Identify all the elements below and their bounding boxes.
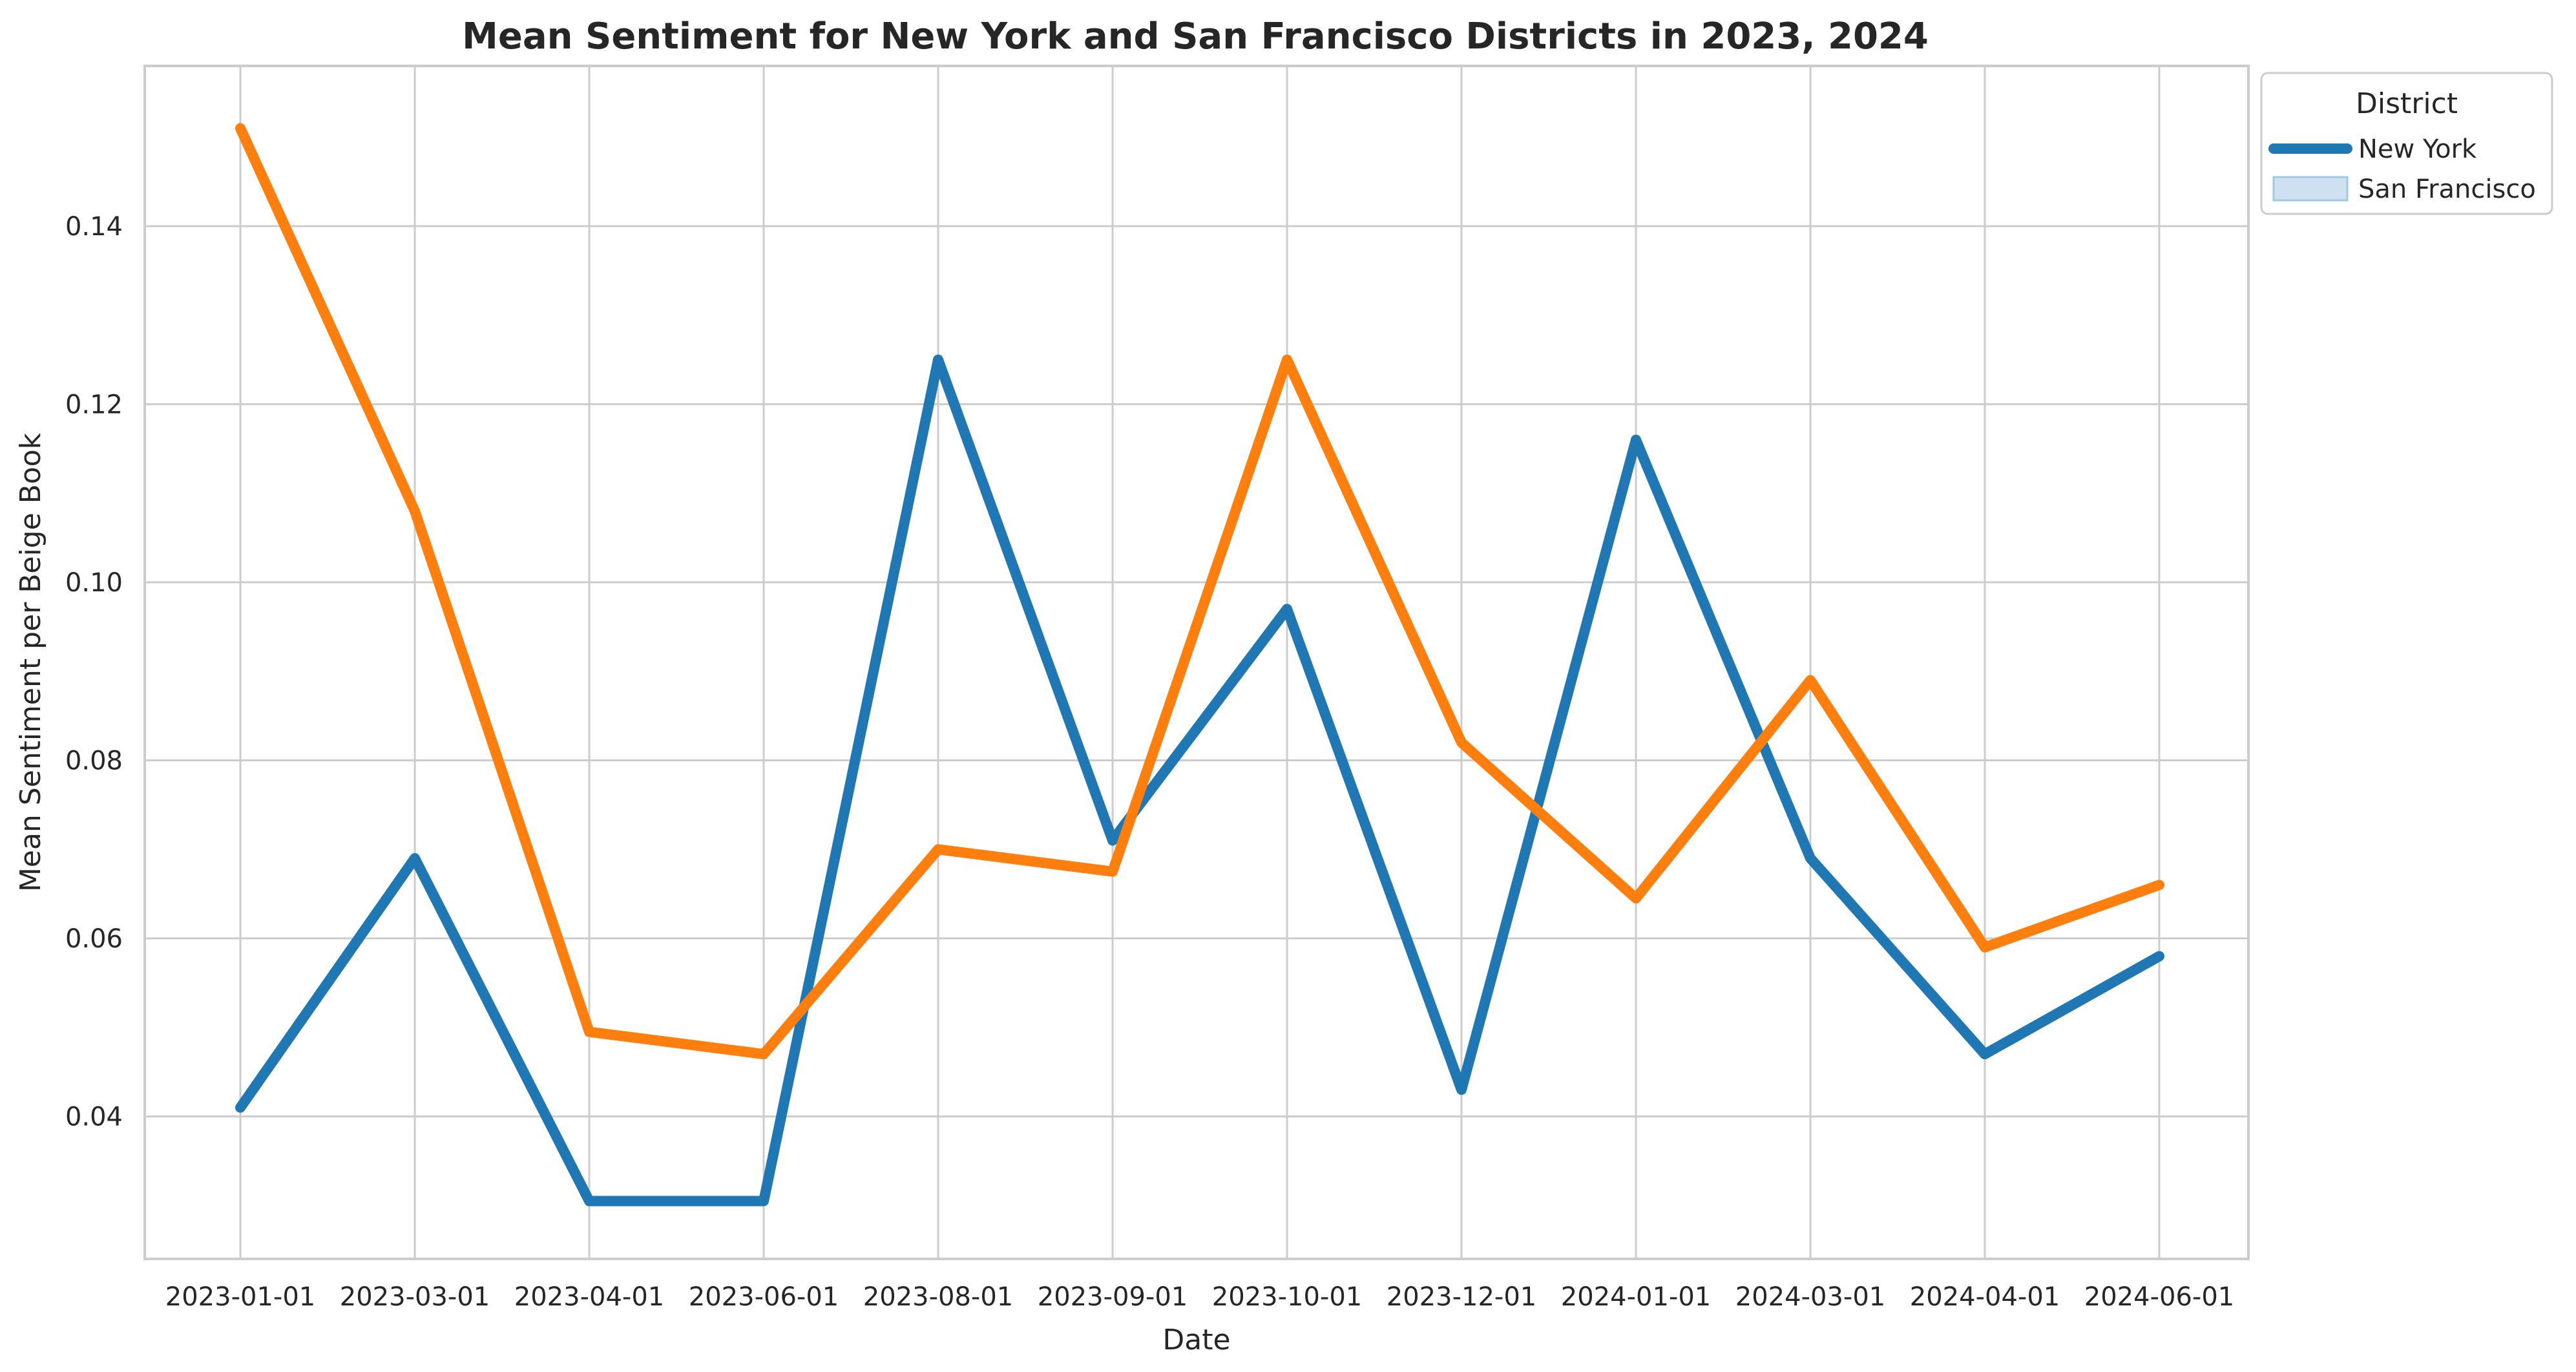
series-line	[235, 354, 2164, 1207]
x-tick-label: 2024-04-01	[1910, 1282, 2060, 1312]
x-tick-labels: 2023-01-01 2023-03-01 2023-04-01 2023-06-01…	[165, 1282, 2234, 1312]
y-tick-labels: 0.04 0.06 0.08 0.10 0.12 0.14	[65, 212, 123, 1132]
x-tick-label: 2023-09-01	[1038, 1282, 1188, 1312]
chart-title: Mean Sentiment for New York and San Fran…	[462, 16, 1929, 58]
legend: District New York San Francisco	[2260, 72, 2553, 215]
x-tick-label: 2024-03-01	[1735, 1282, 1885, 1312]
plot-frame	[143, 65, 2250, 1260]
y-axis-label: Mean Sentiment per Beige Book	[14, 432, 47, 892]
legend-san-francisco-label: San Francisco	[2358, 174, 2536, 204]
y-gridlines	[145, 225, 2248, 1118]
x-tick-label: 2023-06-01	[689, 1282, 839, 1312]
x-axis-label: Date	[1162, 1324, 1230, 1356]
y-tick-label: 0.04	[65, 1103, 123, 1132]
x-gridlines	[239, 66, 2161, 1259]
x-tick-label: 2024-06-01	[2084, 1282, 2234, 1312]
legend-san-francisco-swatch	[2272, 176, 2349, 202]
series-san-francisco	[235, 123, 2164, 1060]
x-tick-label: 2023-08-01	[863, 1282, 1013, 1312]
x-tick-label: 2023-12-01	[1387, 1282, 1536, 1312]
series-layer	[235, 123, 2164, 1207]
x-tick-label: 2023-10-01	[1212, 1282, 1362, 1312]
y-tick-label: 0.14	[65, 212, 123, 242]
legend-new-york-label: New York	[2358, 134, 2477, 164]
x-tick-label: 2024-01-01	[1561, 1282, 1711, 1312]
x-tick-label: 2023-04-01	[514, 1282, 664, 1312]
series-new-york	[235, 354, 2164, 1207]
series-line	[235, 123, 2164, 1060]
y-tick-label: 0.10	[65, 568, 123, 598]
x-tick-label: 2023-01-01	[165, 1282, 315, 1312]
y-tick-label: 0.12	[65, 390, 123, 419]
x-tick-label: 2023-03-01	[340, 1282, 490, 1312]
legend-title: District	[2356, 87, 2458, 120]
y-tick-label: 0.06	[65, 924, 123, 954]
y-tick-label: 0.08	[65, 746, 123, 776]
